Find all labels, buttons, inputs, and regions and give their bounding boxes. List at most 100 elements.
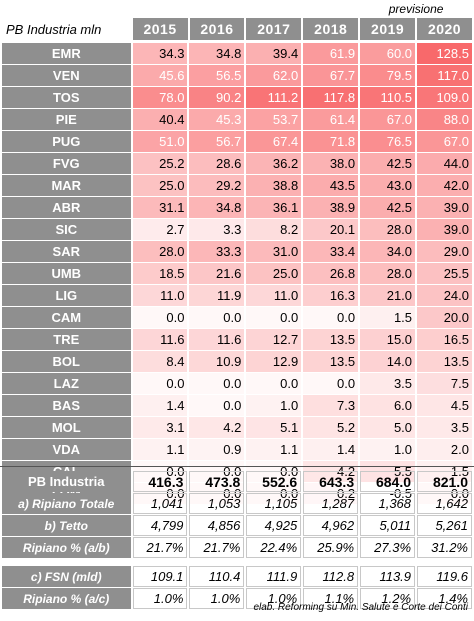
- heatmap-cell: 42.5: [360, 153, 416, 174]
- year-header: 2020: [417, 18, 472, 40]
- summary-cell: 1,287: [303, 493, 359, 514]
- heatmap-cell: 16.3: [303, 285, 359, 306]
- heatmap-cell: 36.1: [246, 197, 302, 218]
- region-label: MOL: [2, 417, 131, 438]
- heatmap-cell: 109.0: [417, 87, 472, 108]
- heatmap-cell: 0.0: [132, 373, 188, 394]
- summary-cell: 1.0%: [246, 588, 302, 609]
- summary-row: c) FSN (mld) 109.1 110.4 111.9 112.8 113.9 119…: [2, 566, 472, 587]
- summary-cell: 27.3%: [360, 537, 416, 558]
- heatmap-cell: 13.5: [417, 351, 472, 372]
- table-row: ABR 31.1 34.8 36.1 38.9 42.5 39.0: [2, 197, 472, 218]
- heatmap-cell: 29.0: [417, 241, 472, 262]
- summary-cell: 5,011: [360, 515, 416, 536]
- heatmap-cell: 34.8: [189, 43, 245, 64]
- summary-cell: 1.0%: [189, 588, 245, 609]
- heatmap-cell: 31.1: [132, 197, 188, 218]
- heatmap-cell: 62.0: [246, 65, 302, 86]
- heatmap-cell: 36.2: [246, 153, 302, 174]
- year-header: 2015: [132, 18, 188, 40]
- summary-label: Ripiano % (a/b): [2, 537, 131, 558]
- table-row: SAR 28.0 33.3 31.0 33.4 34.0 29.0: [2, 241, 472, 262]
- table-row: MOL 3.1 4.2 5.1 5.2 5.0 3.5: [2, 417, 472, 438]
- heatmap-cell: 25.5: [417, 263, 472, 284]
- table-row: BOL 8.4 10.9 12.9 13.5 14.0 13.5: [2, 351, 472, 372]
- heatmap-cell: 67.0: [417, 131, 472, 152]
- heatmap-cell: 8.2: [246, 219, 302, 240]
- heatmap-cell: 11.6: [189, 329, 245, 350]
- heatmap-cell: 1.4: [303, 439, 359, 460]
- heatmap-cell: 18.5: [132, 263, 188, 284]
- heatmap-cell: 67.7: [303, 65, 359, 86]
- summary-label: c) FSN (mld): [2, 566, 131, 587]
- summary-cell: 1,105: [246, 493, 302, 514]
- summary-cell: 643.3: [303, 471, 359, 492]
- source-note: elab. Reforming su Min. Salute e Corte d…: [253, 602, 468, 613]
- region-label: PIE: [2, 109, 131, 130]
- heatmap-cell: 7.5: [417, 373, 472, 394]
- heatmap-cell: 39.4: [246, 43, 302, 64]
- heatmap-cell: 45.6: [132, 65, 188, 86]
- summary-cell: 473.8: [189, 471, 245, 492]
- summary-cell: 4,925: [246, 515, 302, 536]
- forecast-label: previsione: [388, 2, 444, 16]
- heatmap-cell: 1.0: [360, 439, 416, 460]
- summary-cell: 31.2%: [417, 537, 472, 558]
- table-row: LAZ 0.0 0.0 0.0 0.0 3.5 7.5: [2, 373, 472, 394]
- summary-label: Ripiano % (a/c): [2, 588, 131, 609]
- heatmap-cell: 128.5: [417, 43, 472, 64]
- summary-cell: 821.0: [417, 471, 472, 492]
- heatmap-cell: 111.2: [246, 87, 302, 108]
- year-header: 2016: [189, 18, 245, 40]
- heatmap-cell: 79.5: [360, 65, 416, 86]
- table-row: FVG 25.2 28.6 36.2 38.0 42.5 44.0: [2, 153, 472, 174]
- region-rows: EMR 34.3 34.8 39.4 61.9 60.0 128.5 VEN 45.6 56.5 6…: [2, 43, 472, 504]
- summary-cell: 4,856: [189, 515, 245, 536]
- heatmap-cell: 0.0: [132, 307, 188, 328]
- heatmap-cell: 28.0: [360, 263, 416, 284]
- summary-row: Ripiano % (a/c) 1.0% 1.0% 1.0% 1.1% 1.2% 1.4%: [2, 588, 472, 609]
- region-label: LIG: [2, 285, 131, 306]
- heatmap-cell: 28.0: [360, 219, 416, 240]
- heatmap-cell: 21.6: [189, 263, 245, 284]
- summary-label: b) Tetto: [2, 515, 131, 536]
- heatmap-cell: 0.0: [303, 307, 359, 328]
- heatmap-cell: 33.3: [189, 241, 245, 262]
- summary-cell: 1.1%: [303, 588, 359, 609]
- header-table: previsione PB Industria mln 2015 2016 20…: [0, 0, 474, 41]
- summary-cell: 1.4%: [417, 588, 472, 609]
- heatmap-cell: 14.0: [360, 351, 416, 372]
- table-row: TRE 11.6 11.6 12.7 13.5 15.0 16.5: [2, 329, 472, 350]
- heatmap-cell: 117.8: [303, 87, 359, 108]
- heatmap-cell: 0.0: [246, 373, 302, 394]
- table-row: BAS 1.4 0.0 1.0 7.3 6.0 4.5: [2, 395, 472, 416]
- region-label: LAZ: [2, 373, 131, 394]
- heatmap-cell: 2.7: [132, 219, 188, 240]
- heatmap-cell: 20.1: [303, 219, 359, 240]
- summary-cell: 119.6: [417, 566, 472, 587]
- heatmap-cell: 16.5: [417, 329, 472, 350]
- heatmap-cell: 0.0: [189, 395, 245, 416]
- heatmap-cell: 39.0: [417, 219, 472, 240]
- table-row: VEN 45.6 56.5 62.0 67.7 79.5 117.0: [2, 65, 472, 86]
- heatmap-cell: 33.4: [303, 241, 359, 262]
- heatmap-cell: 8.4: [132, 351, 188, 372]
- heatmap-cell: 1.0: [246, 395, 302, 416]
- heatmap-cell: 53.7: [246, 109, 302, 130]
- summary-cell: 112.8: [303, 566, 359, 587]
- heatmap-cell: 44.0: [417, 153, 472, 174]
- heatmap-cell: 25.2: [132, 153, 188, 174]
- table-row: PIE 40.4 45.3 53.7 61.4 67.0 88.0: [2, 109, 472, 130]
- heatmap-cell: 6.0: [360, 395, 416, 416]
- heatmap-cell: 5.1: [246, 417, 302, 438]
- table-row: VDA 1.1 0.9 1.1 1.4 1.0 2.0: [2, 439, 472, 460]
- heatmap-cell: 5.0: [360, 417, 416, 438]
- heatmap-cell: 110.5: [360, 87, 416, 108]
- region-heatmap-table: EMR 34.3 34.8 39.4 61.9 60.0 128.5 VEN 45.6 56.5 6…: [0, 42, 474, 505]
- heatmap-cell: 11.0: [246, 285, 302, 306]
- region-label: EMR: [2, 43, 131, 64]
- heatmap-cell: 1.1: [246, 439, 302, 460]
- heatmap-cell: 61.9: [303, 43, 359, 64]
- heatmap-cell: 39.0: [417, 197, 472, 218]
- heatmap-cell: 11.9: [189, 285, 245, 306]
